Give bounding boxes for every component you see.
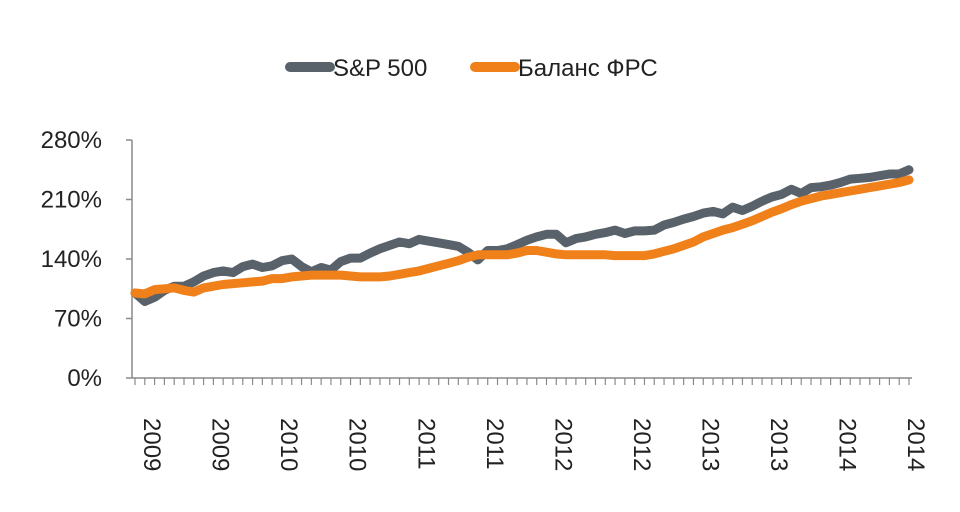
x-tick-label: 2011 [412,418,439,470]
x-tick-label: 2012 [628,418,655,471]
x-tick-label: 2010 [344,418,371,471]
y-tick-label: 280% [41,127,102,154]
x-tick-label: 2012 [549,418,576,471]
x-tick-label: 2009 [207,418,234,471]
x-tick-label: 2013 [765,418,792,471]
series-line-0 [130,165,914,306]
legend-label-fed-balance: Баланс ФРС [518,55,658,82]
y-tick-label: 140% [41,246,102,273]
y-tick-labels: 0% 70% 140% 210% 280% [41,127,102,392]
x-tick-label: 2011 [481,418,508,470]
series-line-1 [130,175,914,299]
legend: S&P 500 Баланс ФРС [285,55,658,82]
y-tick-label: 210% [41,187,102,214]
x-tick-label: 2009 [138,418,165,471]
x-tick-label: 2014 [902,418,929,471]
x-tick-label: 2014 [834,418,861,471]
x-tick-label: 2010 [275,418,302,471]
legend-label-sp500: S&P 500 [333,55,427,82]
y-tick-label: 0% [67,365,102,392]
series-lines [130,165,914,306]
x-tick-label: 2013 [696,418,723,471]
axes [126,139,912,385]
y-tick-label: 70% [54,306,102,333]
x-tick-labels: 2009 2009 2010 2010 2011 2011 2012 2012 2013 2013… [138,418,929,471]
